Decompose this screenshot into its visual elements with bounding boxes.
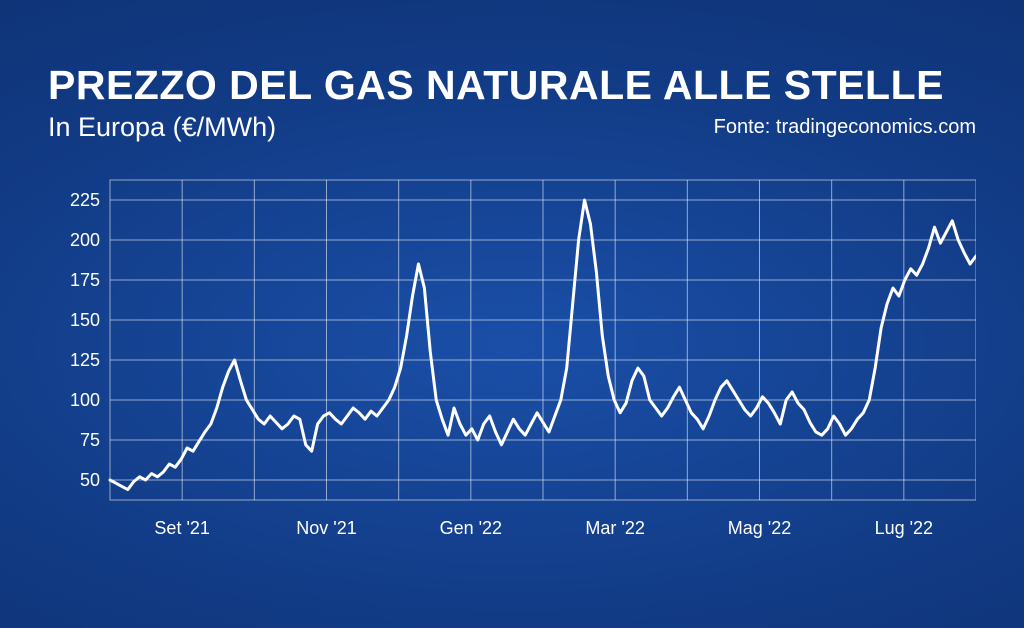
x-tick-label: Mar '22 xyxy=(585,518,644,538)
x-tick-label: Nov '21 xyxy=(296,518,356,538)
y-tick-label: 225 xyxy=(70,190,100,210)
y-tick-label: 75 xyxy=(80,430,100,450)
y-tick-label: 50 xyxy=(80,470,100,490)
x-tick-label: Lug '22 xyxy=(875,518,934,538)
y-tick-label: 150 xyxy=(70,310,100,330)
y-tick-label: 175 xyxy=(70,270,100,290)
x-tick-label: Mag '22 xyxy=(728,518,791,538)
chart-stage: PREZZO DEL GAS NATURALE ALLE STELLE In E… xyxy=(0,0,1024,628)
y-tick-label: 125 xyxy=(70,350,100,370)
chart-container: 50 75 100 125 150 175 200 225 Set '21 Nov '21 Gen … xyxy=(48,174,976,554)
y-tick-label: 200 xyxy=(70,230,100,250)
x-tick-label: Set '21 xyxy=(154,518,209,538)
line-chart: 50 75 100 125 150 175 200 225 Set '21 Nov '21 Gen … xyxy=(48,174,976,554)
x-tick-label: Gen '22 xyxy=(440,518,502,538)
chart-subtitle: In Europa (€/MWh) xyxy=(48,112,276,143)
chart-title: PREZZO DEL GAS NATURALE ALLE STELLE xyxy=(48,62,944,109)
chart-source: Fonte: tradingeconomics.com xyxy=(714,116,976,139)
y-tick-label: 100 xyxy=(70,390,100,410)
